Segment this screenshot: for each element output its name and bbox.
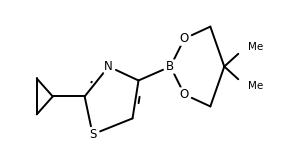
Text: O: O: [180, 88, 189, 101]
Text: S: S: [89, 128, 96, 141]
Text: N: N: [104, 60, 113, 73]
Text: Me: Me: [248, 82, 263, 91]
Text: B: B: [166, 60, 175, 73]
Text: Me: Me: [248, 42, 263, 52]
Text: O: O: [180, 32, 189, 45]
